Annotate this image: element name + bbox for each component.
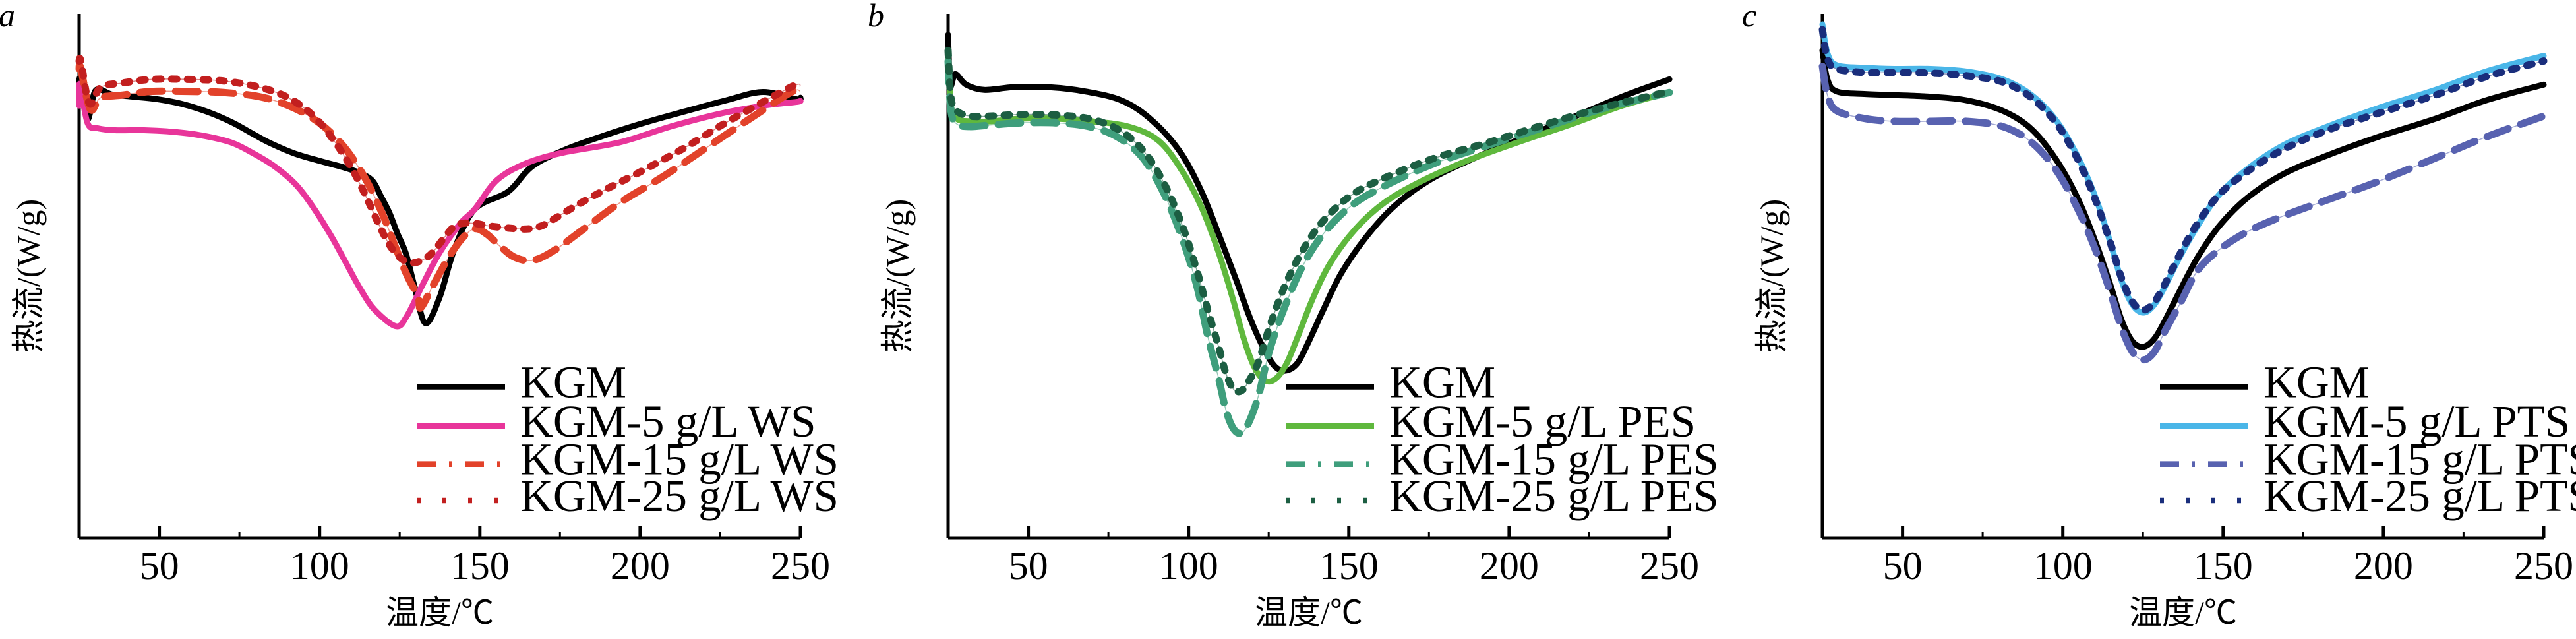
svg-text:50: 50 <box>1883 544 1923 588</box>
svg-text:250: 250 <box>771 544 830 588</box>
svg-text:KGM-25 g/L WS: KGM-25 g/L WS <box>520 471 839 521</box>
svg-text:150: 150 <box>450 544 510 588</box>
svg-text:c: c <box>1742 0 1756 34</box>
svg-text:热流/(W/g): 热流/(W/g) <box>10 199 47 353</box>
svg-text:b: b <box>868 0 884 34</box>
svg-text:温度/℃: 温度/℃ <box>386 594 494 631</box>
svg-text:100: 100 <box>2033 544 2093 588</box>
svg-text:200: 200 <box>611 544 670 588</box>
svg-text:100: 100 <box>290 544 349 588</box>
svg-text:50: 50 <box>140 544 179 588</box>
svg-text:150: 150 <box>2194 544 2253 588</box>
svg-text:热流/(W/g): 热流/(W/g) <box>1753 199 1790 353</box>
svg-text:温度/℃: 温度/℃ <box>2129 594 2237 631</box>
svg-text:热流/(W/g): 热流/(W/g) <box>879 199 916 353</box>
svg-text:200: 200 <box>1480 544 1539 588</box>
svg-text:150: 150 <box>1319 544 1379 588</box>
svg-text:50: 50 <box>1009 544 1048 588</box>
svg-text:250: 250 <box>1640 544 1699 588</box>
svg-text:a: a <box>0 0 15 34</box>
svg-text:100: 100 <box>1159 544 1218 588</box>
svg-text:250: 250 <box>2514 544 2573 588</box>
svg-text:200: 200 <box>2354 544 2413 588</box>
svg-text:KGM-25 g/L PES: KGM-25 g/L PES <box>1389 471 1719 521</box>
svg-text:温度/℃: 温度/℃ <box>1255 594 1363 631</box>
svg-text:KGM-25 g/L PTS: KGM-25 g/L PTS <box>2263 471 2576 521</box>
